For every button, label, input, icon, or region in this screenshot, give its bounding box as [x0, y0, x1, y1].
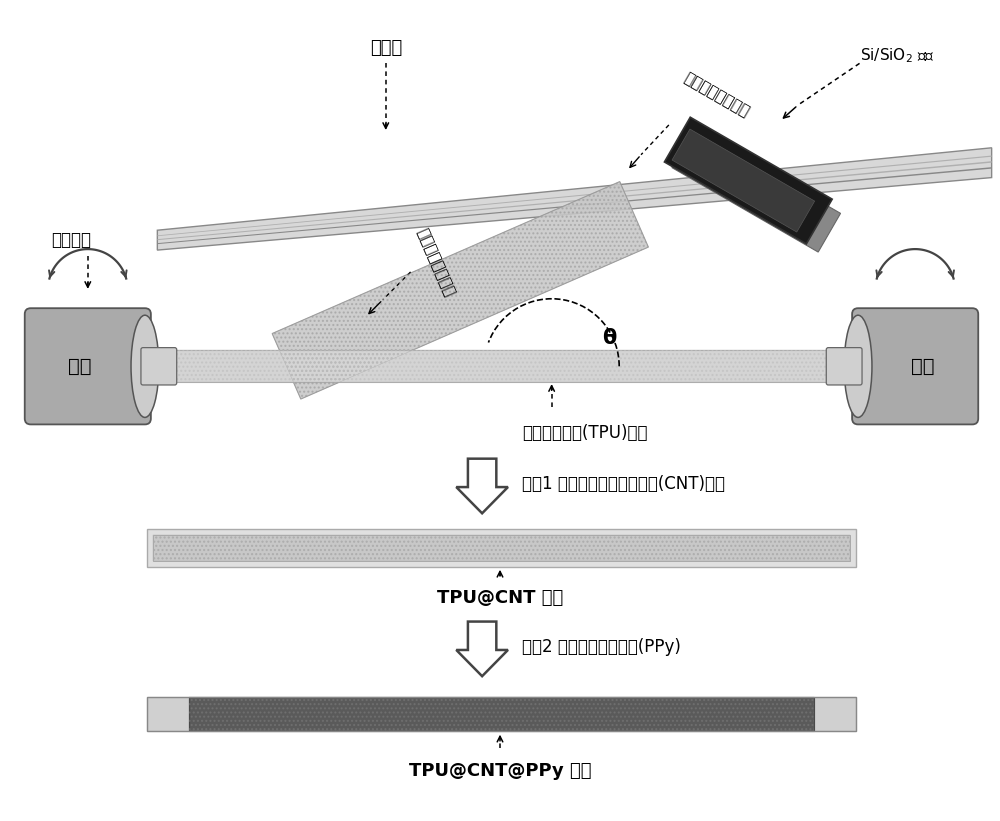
- Text: 旋轉方向: 旋轉方向: [51, 232, 91, 249]
- Polygon shape: [672, 129, 841, 252]
- FancyBboxPatch shape: [141, 347, 177, 385]
- Text: 步驟2 電化學沉積聚吡咯(PPy): 步驟2 電化學沉積聚吡咯(PPy): [522, 639, 681, 656]
- Text: 步驟1 交叉纏繞取向碳納米管(CNT)薄膜: 步驟1 交叉纏繞取向碳納米管(CNT)薄膜: [522, 475, 725, 493]
- Text: 電機: 電機: [68, 357, 92, 376]
- Polygon shape: [157, 167, 992, 244]
- Text: Si/SiO$_2$ 基片: Si/SiO$_2$ 基片: [860, 46, 934, 65]
- Polygon shape: [672, 129, 815, 232]
- Polygon shape: [147, 530, 856, 567]
- Text: θ: θ: [602, 328, 616, 348]
- Text: 平移台: 平移台: [370, 39, 402, 57]
- Polygon shape: [814, 696, 856, 732]
- Polygon shape: [456, 459, 508, 513]
- Text: 取向碳納米管薄膜: 取向碳納米管薄膜: [414, 226, 457, 299]
- Ellipse shape: [131, 315, 159, 417]
- Text: TPU@CNT@PPy 纖維: TPU@CNT@PPy 纖維: [409, 762, 591, 780]
- Polygon shape: [272, 181, 648, 399]
- Polygon shape: [160, 351, 830, 383]
- FancyBboxPatch shape: [852, 308, 978, 424]
- Ellipse shape: [844, 315, 872, 417]
- Polygon shape: [153, 534, 850, 562]
- Polygon shape: [157, 148, 992, 250]
- FancyBboxPatch shape: [25, 308, 151, 424]
- Polygon shape: [147, 696, 189, 732]
- Text: 熱塑性聚氨酯(TPU)纖維: 熱塑性聚氨酯(TPU)纖維: [522, 424, 647, 442]
- Polygon shape: [456, 621, 508, 677]
- Polygon shape: [664, 117, 832, 244]
- Polygon shape: [189, 696, 814, 732]
- FancyBboxPatch shape: [826, 347, 862, 385]
- Text: 電機: 電機: [911, 357, 935, 376]
- Polygon shape: [157, 161, 992, 241]
- Polygon shape: [157, 155, 992, 236]
- Text: TPU@CNT 纖維: TPU@CNT 纖維: [437, 589, 563, 607]
- Text: 取向碳納米管陣列: 取向碳納米管陣列: [681, 71, 752, 120]
